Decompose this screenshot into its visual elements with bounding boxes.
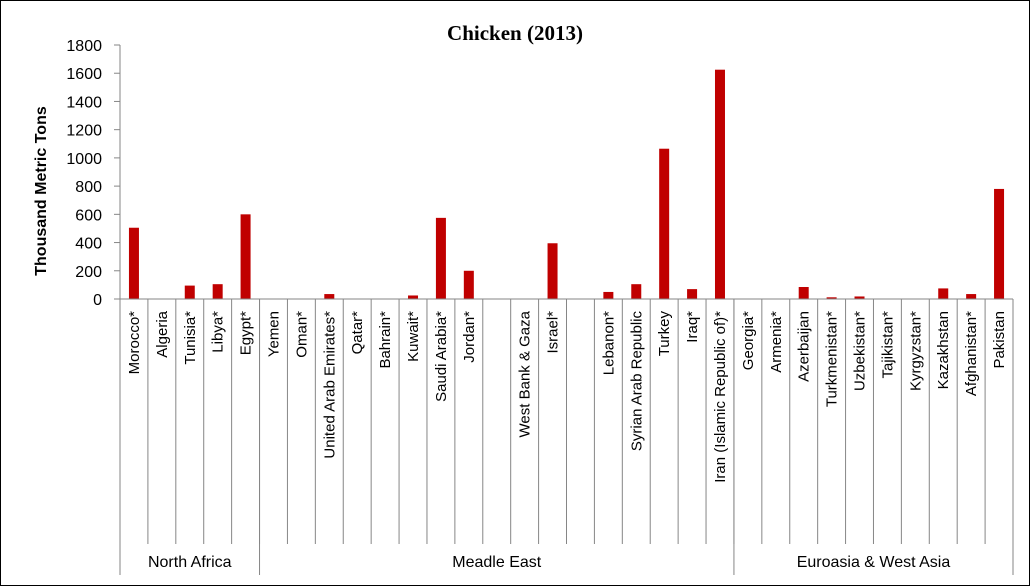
x-tick-label: Morocco* <box>126 311 143 375</box>
x-tick-label: Kazakhstan <box>935 311 952 389</box>
x-tick-label: Israel* <box>545 311 562 354</box>
bars-layer <box>128 69 1005 299</box>
bar <box>212 284 223 299</box>
bar <box>603 291 614 299</box>
bar <box>324 294 335 299</box>
y-tick-label: 200 <box>75 264 102 281</box>
x-tick-label: Yemen <box>265 311 282 357</box>
x-tick-label: Egypt* <box>238 311 255 355</box>
bar <box>659 148 670 299</box>
x-tick-label: Tunisia* <box>182 311 199 365</box>
x-tick-label: Bahrain* <box>377 311 394 369</box>
x-tick-label: Pakistan <box>991 311 1008 369</box>
bar <box>938 288 949 299</box>
x-tick-label: Syrian Arab Republic <box>628 311 645 452</box>
region-label: North Africa <box>148 554 232 571</box>
x-axis: Morocco* Algeria Tunisia* Libya* Egypt* Yemen… <box>119 298 1014 544</box>
bar <box>994 188 1005 299</box>
y-tick-label: 400 <box>75 236 102 253</box>
x-tick-label: Georgia* <box>740 311 757 370</box>
region-groups: North Africa Meadle East Euroasia & West A… <box>119 299 1014 575</box>
x-tick-label: Jordan* <box>461 311 478 363</box>
bar <box>408 295 419 299</box>
x-tick-label: Kuwait* <box>405 311 422 362</box>
bar <box>966 294 977 299</box>
y-tick-label: 0 <box>93 292 102 309</box>
bar <box>714 69 725 299</box>
y-tick-label: 600 <box>75 207 102 224</box>
y-tick-label: 800 <box>75 179 102 196</box>
x-tick-label: Azerbaijan <box>796 311 813 382</box>
bar <box>240 214 251 299</box>
bar <box>826 297 837 299</box>
bar <box>798 287 809 299</box>
y-tick-label: 1600 <box>66 66 102 83</box>
y-tick-label: 1000 <box>66 151 102 168</box>
bar <box>631 284 642 299</box>
x-tick-label: Uzbekistan* <box>852 311 869 391</box>
region-label: Euroasia & West Asia <box>797 554 951 571</box>
x-tick-label: Armenia* <box>768 311 785 373</box>
bar <box>184 285 195 299</box>
x-tick-label: Turkmenistan* <box>824 311 841 407</box>
x-tick-label: Tajikistan* <box>879 311 896 379</box>
x-tick-label: Iraq* <box>684 311 701 343</box>
y-tick-label: 1200 <box>66 123 102 140</box>
y-tick-label: 1400 <box>66 94 102 111</box>
x-tick-label: Algeria <box>154 310 171 357</box>
x-tick-label: Turkey <box>656 311 673 357</box>
x-tick-label: Oman* <box>293 311 310 358</box>
x-tick-label: Kyrgyzstan* <box>907 311 924 391</box>
x-tick-label: West Bank & Gaza <box>517 310 534 437</box>
y-tick-label: 1800 <box>66 38 102 55</box>
bar <box>435 217 446 299</box>
bar <box>128 227 139 299</box>
x-tick-label: Iran (Islamic Republic of)* <box>712 311 729 483</box>
x-tick-label: Libya* <box>210 311 227 353</box>
y-axis: 0 200 400 600 800 1000 1200 1400 1600 1800 <box>66 38 121 309</box>
bar <box>854 296 865 299</box>
bar <box>463 270 474 299</box>
bar <box>547 243 558 299</box>
x-tick-label: Saudi Arabia* <box>433 311 450 402</box>
x-tick-label: Afghanistan* <box>963 311 980 396</box>
y-axis-label: Thousand Metric Tons <box>33 106 50 276</box>
x-tick-label: United Arab Emirates* <box>321 311 338 459</box>
chart-title: Chicken (2013) <box>447 21 583 45</box>
x-tick-label: Lebanon* <box>600 311 617 375</box>
region-label: Meadle East <box>452 554 541 571</box>
x-tick-label: Qatar* <box>349 311 366 355</box>
bar <box>687 289 698 299</box>
